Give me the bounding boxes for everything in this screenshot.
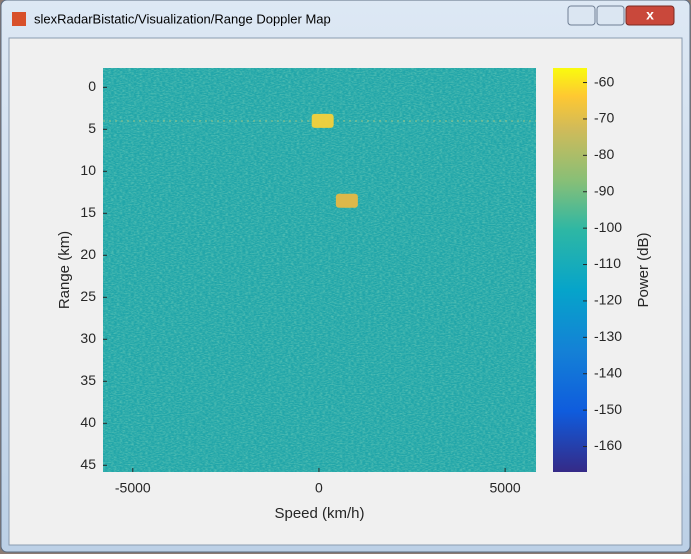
x-tick-label: 5000 [490,480,521,496]
colorbar-tick-label: -160 [594,437,622,453]
y-tick-label: 10 [80,162,96,178]
colorbar-tick-label: -80 [594,146,614,162]
y-tick-label: 5 [88,120,96,136]
colorbar-tick-label: -130 [594,328,622,344]
maximize-button[interactable] [596,5,625,26]
colorbar-tick-label: -100 [594,219,622,235]
heatmap [103,68,536,472]
colorbar-tick-label: -150 [594,401,622,417]
x-axis-label: Speed (km/h) [274,505,364,522]
colorbar-tick-label: -70 [594,110,614,126]
colorbar-tick-label: -60 [594,73,614,89]
target-cell [335,193,358,208]
close-button[interactable] [625,5,675,26]
y-tick-label: 35 [80,372,96,388]
matlab-icon [12,12,26,26]
colorbar-tick-label: -120 [594,292,622,308]
heatmap-noise [103,68,536,472]
close-glyph: x [646,7,654,23]
colorbar-tick-label: -110 [594,255,621,271]
window-title: slexRadarBistatic/Visualization/Range Do… [34,11,331,26]
y-tick-label: 0 [88,78,96,94]
x-tick-label: 0 [315,480,323,496]
minimize-button[interactable] [567,5,596,26]
target-cell [311,113,334,128]
y-tick-label: 30 [80,330,96,346]
y-tick-label: 40 [80,414,96,430]
colorbar-tick-label: -140 [594,364,622,380]
y-tick-label: 20 [80,246,96,262]
y-tick-label: 25 [80,288,96,304]
y-tick-label: 15 [80,204,96,220]
y-tick-label: 45 [80,456,96,472]
colorbar-label: Power (dB) [635,232,652,307]
colorbar-tick-label: -90 [594,182,614,198]
colorbar [553,68,587,472]
y-axis-label: Range (km) [56,231,73,309]
x-tick-label: -5000 [115,480,151,496]
